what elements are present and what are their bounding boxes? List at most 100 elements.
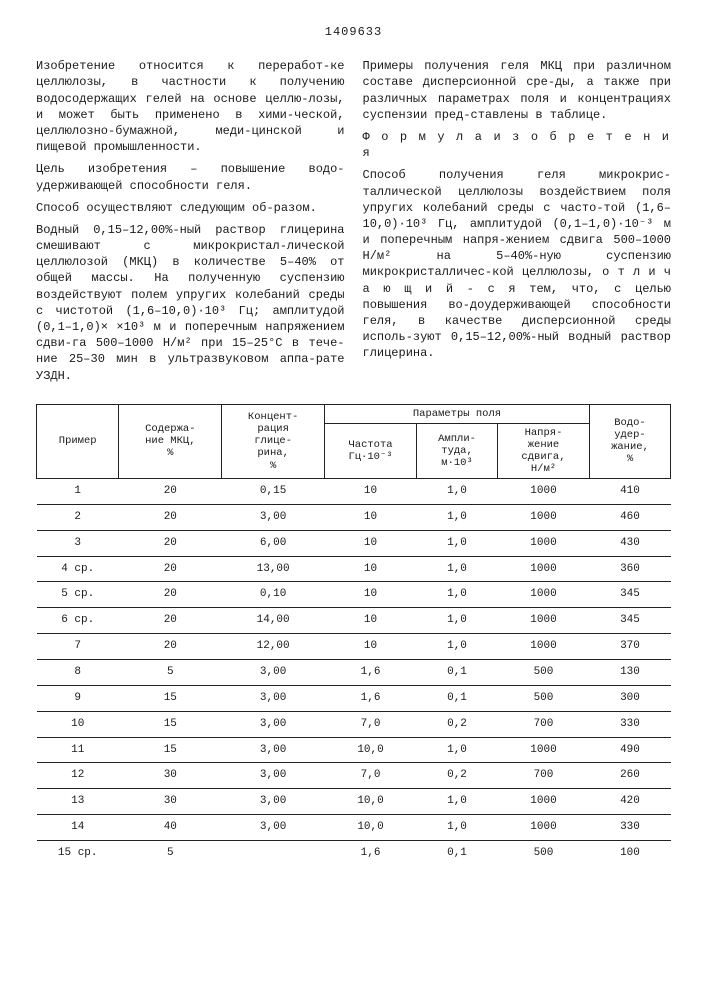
table-cell: 20	[119, 479, 222, 505]
table-cell: 1,0	[417, 479, 498, 505]
formula-title: Ф о р м у л а и з о б р е т е н и я	[363, 129, 672, 161]
table-cell: 3,00	[222, 815, 325, 841]
left-column: Изобретение относится к переработ-ке цел…	[36, 58, 345, 390]
table-cell: 460	[589, 504, 670, 530]
table-cell: 500	[498, 840, 590, 865]
table-row: 853,001,60,1500130	[37, 659, 671, 685]
table-cell: 15	[119, 737, 222, 763]
left-para-3: Способ осуществляют следующим об-разом.	[36, 200, 345, 216]
table-cell: 0,1	[417, 840, 498, 865]
table-cell: 500	[498, 659, 590, 685]
table-cell: 15	[119, 711, 222, 737]
table-cell: 0,10	[222, 582, 325, 608]
table-cell: 10	[37, 711, 119, 737]
table-cell: 5	[119, 659, 222, 685]
table-cell: 1,0	[417, 634, 498, 660]
table-cell: 30	[119, 763, 222, 789]
table-cell: 300	[589, 685, 670, 711]
document-number: 1409633	[36, 24, 671, 40]
table-cell: 8	[37, 659, 119, 685]
table-cell: 3,00	[222, 711, 325, 737]
th-params: Параметры поля	[325, 404, 590, 423]
table-cell: 4 ср.	[37, 556, 119, 582]
table-cell: 700	[498, 711, 590, 737]
table-cell: 3,00	[222, 763, 325, 789]
data-table: Пример Содержа- ние МКЦ, % Концент- раци…	[36, 404, 671, 866]
table-cell: 5 ср.	[37, 582, 119, 608]
right-para-1: Примеры получения геля МКЦ при различном…	[363, 58, 672, 123]
table-cell: 10	[325, 530, 417, 556]
table-cell: 10,0	[325, 815, 417, 841]
table-cell: 10	[325, 608, 417, 634]
table-cell: 3,00	[222, 659, 325, 685]
table-cell: 3	[37, 530, 119, 556]
th-glycerin: Концент- рация глице- рина, %	[222, 404, 325, 478]
table-row: 72012,00101,01000370	[37, 634, 671, 660]
table-row: 15 ср.51,60,1500100	[37, 840, 671, 865]
table-cell: 0,1	[417, 659, 498, 685]
table-cell: 13,00	[222, 556, 325, 582]
table-cell: 9	[37, 685, 119, 711]
table-cell: 3,00	[222, 504, 325, 530]
table-row: 10153,007,00,2700330	[37, 711, 671, 737]
table-cell: 1,0	[417, 530, 498, 556]
table-cell: 6,00	[222, 530, 325, 556]
table-cell: 14	[37, 815, 119, 841]
table-cell: 700	[498, 763, 590, 789]
table-cell: 490	[589, 737, 670, 763]
table-cell: 1000	[498, 556, 590, 582]
table-row: 4 ср.2013,00101,01000360	[37, 556, 671, 582]
table-row: 5 ср.200,10101,01000345	[37, 582, 671, 608]
table-cell: 6 ср.	[37, 608, 119, 634]
table-cell: 20	[119, 582, 222, 608]
right-column: Примеры получения геля МКЦ при различном…	[363, 58, 672, 390]
table-cell: 1000	[498, 530, 590, 556]
table-cell: 345	[589, 608, 670, 634]
th-shear: Напря- жение сдвига, Н/м²	[498, 423, 590, 478]
th-mkc: Содержа- ние МКЦ, %	[119, 404, 222, 478]
table-cell: 1000	[498, 582, 590, 608]
table-cell: 1,6	[325, 840, 417, 865]
table-cell: 1000	[498, 608, 590, 634]
table-cell: 20	[119, 530, 222, 556]
table-cell: 1,6	[325, 659, 417, 685]
table-cell: 1,0	[417, 608, 498, 634]
table-cell: 7	[37, 634, 119, 660]
table-cell: 360	[589, 556, 670, 582]
table-cell: 1000	[498, 789, 590, 815]
table-cell: 420	[589, 789, 670, 815]
table-cell: 0,1	[417, 685, 498, 711]
table-cell: 10	[325, 582, 417, 608]
table-cell: 20	[119, 556, 222, 582]
table-cell: 1,0	[417, 582, 498, 608]
table-cell: 1000	[498, 737, 590, 763]
table-cell: 1,0	[417, 556, 498, 582]
table-cell: 500	[498, 685, 590, 711]
table-cell: 0,2	[417, 711, 498, 737]
table-cell: 10	[325, 556, 417, 582]
table-cell: 7,0	[325, 711, 417, 737]
table-cell: 13	[37, 789, 119, 815]
table-cell: 7,0	[325, 763, 417, 789]
table-row: 2203,00101,01000460	[37, 504, 671, 530]
table-cell: 1000	[498, 815, 590, 841]
table-cell: 1,0	[417, 504, 498, 530]
table-cell: 10,0	[325, 737, 417, 763]
th-example: Пример	[37, 404, 119, 478]
table-cell: 1000	[498, 504, 590, 530]
formula-body: Способ получения геля микрокрис-талличес…	[363, 167, 672, 361]
table-row: 3206,00101,01000430	[37, 530, 671, 556]
table-cell: 20	[119, 504, 222, 530]
table-row: 11153,0010,01,01000490	[37, 737, 671, 763]
table-cell: 330	[589, 815, 670, 841]
table-cell: 3,00	[222, 789, 325, 815]
th-water: Водо- удер- жание, %	[589, 404, 670, 478]
table-row: 14403,0010,01,01000330	[37, 815, 671, 841]
table-cell: 330	[589, 711, 670, 737]
table-cell: 30	[119, 789, 222, 815]
table-cell: 10	[325, 504, 417, 530]
table-cell: 20	[119, 608, 222, 634]
table-cell: 5	[119, 840, 222, 865]
table-cell: 1,0	[417, 737, 498, 763]
left-para-4: Водный 0,15–12,00%-ный раствор глицерина…	[36, 222, 345, 384]
